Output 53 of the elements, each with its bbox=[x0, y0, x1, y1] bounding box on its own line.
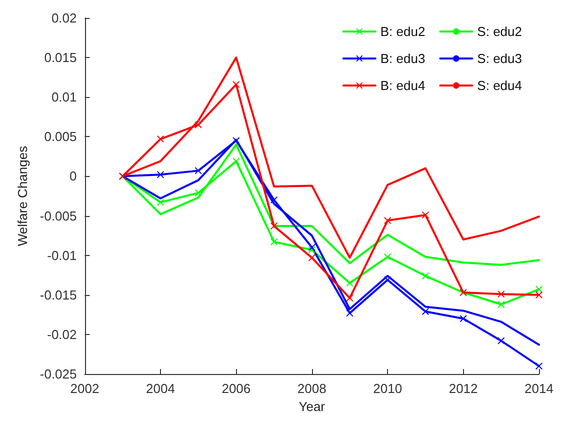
x-tick-label: 2006 bbox=[222, 381, 251, 396]
legend-label: S: edu4 bbox=[477, 78, 522, 93]
y-axis-title: Welfare Changes bbox=[15, 145, 30, 246]
point bbox=[194, 121, 202, 128]
point bbox=[156, 136, 164, 143]
x-tick-label: 2002 bbox=[70, 381, 100, 396]
point bbox=[308, 254, 316, 262]
point bbox=[308, 244, 316, 251]
x-tick-label: 2014 bbox=[524, 381, 554, 396]
x-tick-label: 2010 bbox=[373, 381, 402, 396]
point bbox=[498, 337, 505, 344]
point bbox=[270, 238, 278, 246]
point bbox=[156, 198, 164, 206]
point bbox=[232, 80, 240, 88]
point bbox=[384, 276, 392, 284]
point bbox=[422, 308, 429, 315]
point bbox=[346, 294, 354, 302]
y-tick-label: 0.02 bbox=[51, 10, 77, 26]
point bbox=[194, 189, 202, 196]
y-tick-label: -0.02 bbox=[47, 326, 77, 342]
point bbox=[270, 196, 278, 204]
y-tick-label: 0.005 bbox=[44, 129, 77, 144]
point bbox=[232, 137, 240, 144]
y-tick-label: -0.025 bbox=[40, 366, 77, 382]
legend-label: B: edu3 bbox=[380, 51, 426, 66]
y-tick-label: 0.015 bbox=[44, 50, 77, 66]
x-axis-title: Year bbox=[298, 399, 326, 414]
point bbox=[460, 315, 467, 322]
legend-label: S: edu2 bbox=[477, 24, 522, 39]
point bbox=[498, 300, 505, 308]
y-tick-label: 0 bbox=[70, 168, 77, 184]
y-tick-label: -0.015 bbox=[40, 287, 77, 302]
legend-label: B: edu2 bbox=[380, 24, 426, 39]
point bbox=[536, 362, 542, 370]
y-tick-label: -0.01 bbox=[47, 248, 77, 263]
point bbox=[194, 167, 202, 174]
point bbox=[422, 211, 429, 218]
point bbox=[156, 171, 164, 178]
point bbox=[384, 217, 392, 224]
y-tick-label: 0.01 bbox=[51, 90, 77, 105]
x-tick-label: 2008 bbox=[297, 381, 326, 396]
point bbox=[346, 310, 354, 317]
point bbox=[422, 272, 429, 280]
x-tick-label: 2012 bbox=[448, 381, 478, 396]
point bbox=[498, 290, 505, 298]
x-tick-label: 2004 bbox=[146, 381, 175, 396]
legend-label: B: edu4 bbox=[380, 78, 426, 93]
y-tick-label: -0.005 bbox=[40, 208, 77, 224]
point bbox=[270, 222, 278, 230]
legend-label: S: edu3 bbox=[477, 51, 522, 66]
point bbox=[384, 253, 392, 260]
point bbox=[536, 291, 542, 298]
point bbox=[232, 158, 240, 165]
